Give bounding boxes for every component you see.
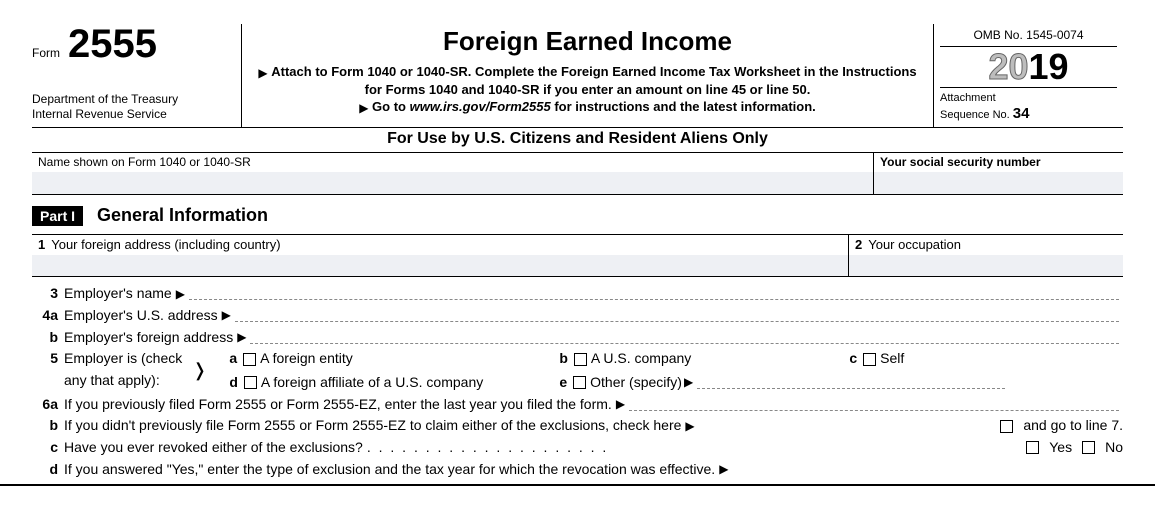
- tax-year: 2019: [940, 49, 1117, 85]
- checkbox-5b[interactable]: [574, 353, 587, 366]
- goto-url: www.irs.gov/Form2555: [410, 99, 551, 114]
- triangle-icon: ▶: [359, 100, 368, 116]
- form-title: Foreign Earned Income: [252, 26, 923, 57]
- goto-post: for instructions and the latest informat…: [551, 99, 816, 114]
- attachment-sequence: Attachment Sequence No. 34: [940, 87, 1117, 123]
- write-in-line[interactable]: [235, 309, 1119, 322]
- header-right: OMB No. 1545-0074 2019 Attachment Sequen…: [933, 24, 1123, 127]
- leader-dots: . . . . . . . . . . . . . . . . . . . . …: [367, 437, 1022, 459]
- name-label: Name shown on Form 1040 or 1040-SR: [32, 153, 873, 172]
- occ-label: Your occupation: [868, 237, 961, 252]
- triangle-icon: ▶: [237, 328, 246, 347]
- triangle-icon: ▶: [719, 460, 728, 479]
- year-prefix: 20: [988, 46, 1028, 87]
- triangle-icon: ▶: [684, 373, 693, 392]
- name-field[interactable]: Name shown on Form 1040 or 1040-SR: [32, 153, 873, 194]
- goto-pre: Go to: [372, 99, 410, 114]
- agency: Department of the Treasury Internal Reve…: [32, 92, 235, 122]
- write-in-line[interactable]: [189, 288, 1119, 301]
- brace-icon: ❭: [192, 357, 207, 385]
- form-word: Form: [32, 46, 60, 60]
- triangle-icon: ▶: [176, 285, 185, 304]
- line-6c: c Have you ever revoked either of the ex…: [32, 437, 1123, 459]
- write-in-line[interactable]: [629, 398, 1119, 411]
- checkbox-6c-no[interactable]: [1082, 441, 1095, 454]
- ssn-field[interactable]: Your social security number: [873, 153, 1123, 194]
- triangle-icon: ▶: [222, 306, 231, 325]
- dept-treasury: Department of the Treasury: [32, 92, 178, 106]
- triangle-icon: ▶: [258, 65, 267, 81]
- triangle-icon: ▶: [616, 395, 625, 414]
- checkbox-5d[interactable]: [244, 376, 257, 389]
- header-left: Form 2555 Department of the Treasury Int…: [32, 24, 242, 127]
- write-in-line[interactable]: [250, 331, 1119, 344]
- form-lines: 3 Employer's name ▶ 4a Employer's U.S. a…: [32, 283, 1123, 480]
- part-badge: Part I: [32, 206, 83, 226]
- line-4b: b Employer's foreign address ▶: [32, 327, 1123, 349]
- use-by-line: For Use by U.S. Citizens and Resident Al…: [32, 128, 1123, 153]
- checkbox-5a[interactable]: [243, 353, 256, 366]
- part-header: Part I General Information: [32, 195, 1123, 235]
- line-6a: 6a If you previously filed Form 2555 or …: [32, 394, 1123, 416]
- write-in-line[interactable]: [697, 376, 1005, 389]
- triangle-icon: ▶: [685, 417, 694, 436]
- year-suffix: 19: [1029, 46, 1069, 87]
- attach-instructions: Attach to Form 1040 or 1040-SR. Complete…: [271, 64, 916, 97]
- form-number: 2555: [68, 24, 157, 64]
- checkbox-6b[interactable]: [1000, 420, 1013, 433]
- addr-label: Your foreign address (including country): [51, 237, 280, 252]
- line-4a: 4a Employer's U.S. address ▶: [32, 305, 1123, 327]
- checkbox-5c[interactable]: [863, 353, 876, 366]
- occupation-field[interactable]: 2Your occupation: [848, 235, 1123, 276]
- omb-number: OMB No. 1545-0074: [940, 28, 1117, 47]
- foreign-address-field[interactable]: 1Your foreign address (including country…: [32, 235, 848, 276]
- line-1-2: 1Your foreign address (including country…: [32, 235, 1123, 277]
- line-6d: d If you answered "Yes," enter the type …: [32, 459, 1123, 481]
- form-header: Form 2555 Department of the Treasury Int…: [32, 24, 1123, 128]
- checkbox-5e[interactable]: [573, 376, 586, 389]
- line-3: 3 Employer's name ▶: [32, 283, 1123, 305]
- checkbox-6c-yes[interactable]: [1026, 441, 1039, 454]
- header-center: Foreign Earned Income ▶ Attach to Form 1…: [242, 24, 933, 127]
- ssn-label: Your social security number: [874, 153, 1123, 172]
- name-ssn-row: Name shown on Form 1040 or 1040-SR Your …: [32, 153, 1123, 195]
- line-6b: b If you didn't previously file Form 255…: [32, 415, 1123, 437]
- part-title: General Information: [97, 205, 268, 226]
- line-5: 5 Employer is (check any that apply): ❭ …: [32, 348, 1123, 393]
- dept-irs: Internal Revenue Service: [32, 107, 167, 121]
